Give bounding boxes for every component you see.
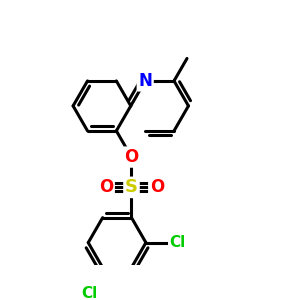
Text: Cl: Cl: [169, 235, 186, 250]
Text: S: S: [125, 178, 138, 196]
Text: Cl: Cl: [81, 286, 97, 300]
Text: O: O: [150, 178, 164, 196]
Text: O: O: [124, 148, 139, 166]
Text: O: O: [99, 178, 113, 196]
Text: N: N: [138, 72, 152, 90]
